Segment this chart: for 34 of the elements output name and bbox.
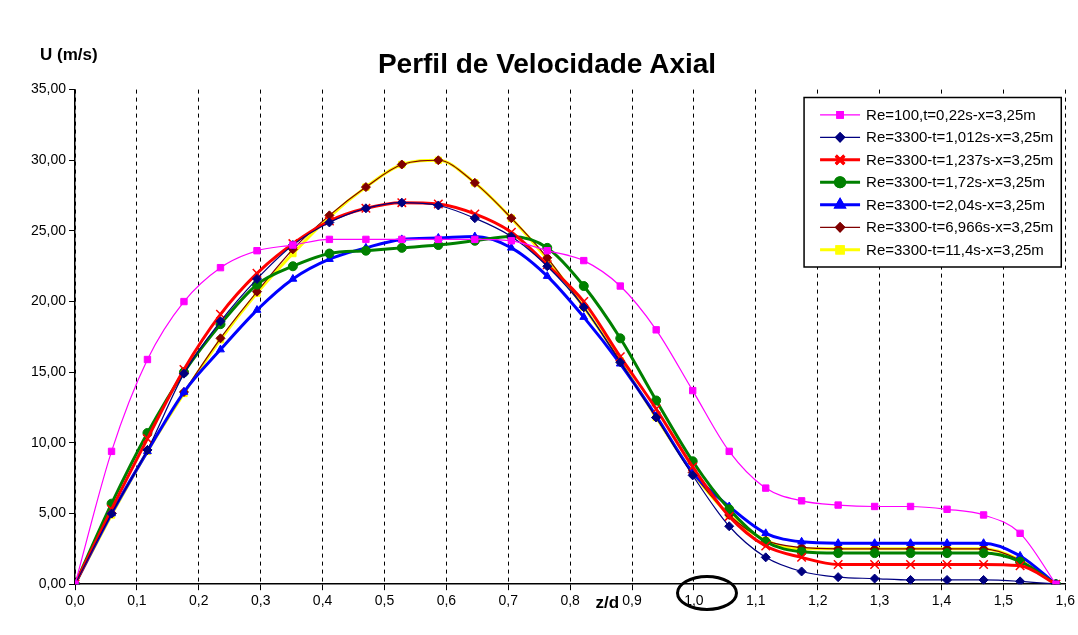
x-tick-label: 0,7	[498, 592, 519, 609]
x-tick-label: 0,6	[436, 592, 457, 609]
y-axis-title: U (m/s)	[40, 44, 98, 64]
chart-title: Perfil de Velocidade Axial	[377, 47, 717, 79]
x-tick-label: 1,2	[807, 592, 828, 609]
y-tick-label: 30,00	[30, 151, 67, 168]
x-tick-label: 0,4	[312, 592, 333, 609]
x-tick-label: 0,2	[189, 592, 209, 609]
legend-label: Re=3300-t=1,72s-x=3,25m	[866, 173, 1045, 191]
x-tick-label: 0,3	[250, 592, 271, 609]
x-tick-label: 0,5	[374, 592, 395, 609]
x-tick-label: 0,9	[622, 592, 642, 609]
x-tick-label: 0,1	[127, 592, 147, 609]
y-tick-label: 25,00	[30, 221, 67, 238]
x-tick-label: 1,3	[869, 592, 890, 609]
y-tick-label: 0,00	[38, 575, 67, 592]
legend-label: Re=3300-t=2,04s-x=3,25m	[866, 195, 1045, 213]
y-tick-label: 10,00	[30, 433, 67, 450]
legend-label: Re=3300-t=6,966s-x=3,25m	[866, 218, 1054, 236]
x-tick-label: 1,6	[1055, 592, 1076, 609]
x-axis-title: z/d	[595, 592, 620, 612]
y-tick-label: 20,00	[30, 292, 67, 309]
legend-label: Re=3300-t=1,012s-x=3,25m	[866, 128, 1054, 146]
legend-label: Re=3300-t=11,4s-x=3,25m	[866, 240, 1044, 258]
x-tick-label: 0,0	[65, 592, 85, 609]
y-tick-label: 15,00	[30, 363, 67, 380]
legend-label: Re=100,t=0,22s-x=3,25m	[866, 105, 1036, 123]
x-tick-label: 1,5	[993, 592, 1014, 609]
y-tick-label: 35,00	[30, 80, 67, 97]
y-tick-label: 5,00	[38, 504, 67, 521]
x-tick-label: 1,4	[931, 592, 952, 609]
x-tick-label: 0,8	[560, 592, 581, 609]
x-tick-label: 1,1	[746, 592, 766, 609]
legend-label: Re=3300-t=1,237s-x=3,25m	[866, 150, 1054, 168]
